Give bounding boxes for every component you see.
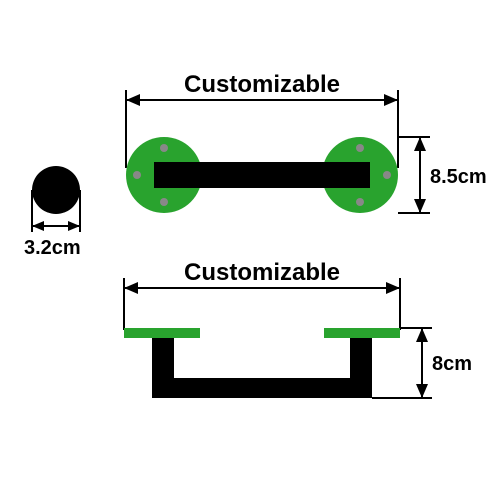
right-plate (324, 328, 400, 338)
top-view (126, 137, 398, 213)
bottom-width-label: Customizable (184, 259, 340, 286)
diameter-label: 3.2cm (24, 237, 81, 259)
bottom-width-dimension: Customizable (124, 259, 400, 330)
pipe-section: 3.2cm (24, 166, 81, 259)
dimension-diagram: Customizable 8.5cm 3.2cm (0, 0, 500, 500)
top-width-label: Customizable (184, 71, 340, 98)
u-bracket (152, 338, 372, 398)
pipe-circle (32, 166, 80, 214)
bracket-height-label: 8cm (432, 353, 472, 375)
flange-height-dimension: 8.5cm (398, 137, 487, 213)
side-view (124, 328, 400, 398)
handle-bar (154, 162, 370, 188)
left-plate (124, 328, 200, 338)
bracket-height-dimension: 8cm (372, 328, 472, 398)
flange-height-label: 8.5cm (430, 166, 487, 188)
